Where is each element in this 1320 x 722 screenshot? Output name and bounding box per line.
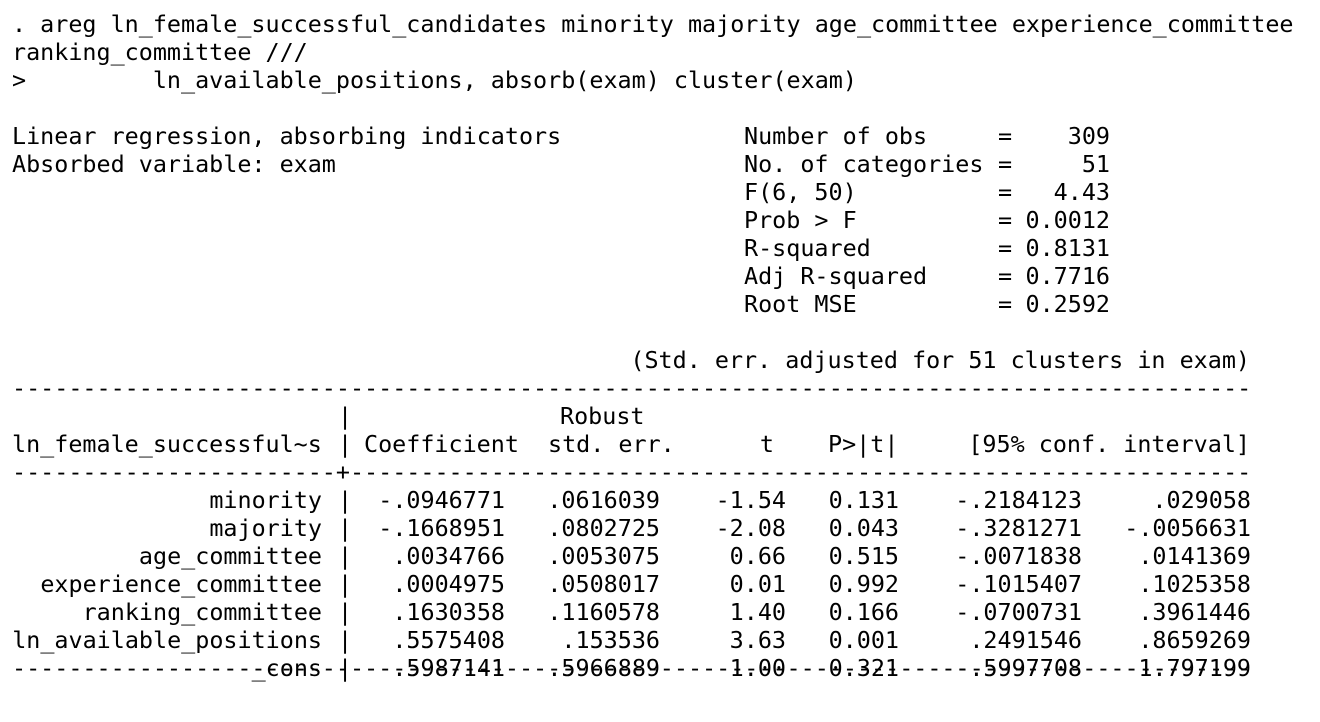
header-divider: | [338,430,353,458]
stat-equals: = [998,262,1013,290]
row-ci-upper: .029058 [1152,486,1251,514]
row-ci-lower: -.3281271 [955,514,1082,542]
stat-equals: = [998,178,1013,206]
table-top-rule: ----------------------------------------… [12,374,1252,402]
row-t-stat: 1.00 [729,654,786,682]
stat-equals: = [998,290,1013,318]
col-coefficient: Coefficient [364,430,519,458]
row-variable: ln_available_positions [12,626,322,654]
stat-value: 0.8131 [1025,234,1111,262]
model-title: Linear regression, absorbing indicators [12,122,562,150]
row-ci-upper: -.0056631 [1124,514,1251,542]
row-std-err: .0053075 [547,542,660,570]
robust-label: Robust [560,402,645,430]
row-p-value: 0.321 [828,654,899,682]
table-mid-rule: -----------------------+----------------… [12,458,1252,486]
row-variable: experience_committee [40,570,322,598]
row-std-err: .0616039 [547,486,660,514]
table-bottom-rule: ----------------------------------------… [12,654,1252,682]
stat-value: 0.7716 [1025,262,1111,290]
depvar-label: ln_female_successful~s [12,430,322,458]
row-variable: ranking_committee [82,598,322,626]
row-coefficient: .5987141 [392,654,505,682]
row-std-err: .0508017 [547,570,660,598]
row-p-value: 0.131 [828,486,899,514]
row-variable: minority [209,486,322,514]
row-coefficient: -.0946771 [378,486,505,514]
row-ci-lower: -.5997708 [955,654,1082,682]
row-coefficient: .0034766 [392,542,505,570]
row-std-err: .1160578 [547,598,660,626]
row-ci-lower: -.2184123 [955,486,1082,514]
row-ci-upper: .1025358 [1138,570,1251,598]
row-p-value: 0.166 [828,598,899,626]
command-line-3: > ln_available_positions, absorb(exam) c… [12,66,857,94]
stat-value: 4.43 [1053,178,1110,206]
col-t: t [759,430,774,458]
stat-label: No. of categories [744,150,984,178]
row-p-value: 0.043 [828,514,899,542]
row-t-stat: 0.01 [729,570,786,598]
stat-value: 51 [1081,150,1110,178]
row-t-stat: 1.40 [729,598,786,626]
row-divider: | [338,514,353,542]
row-coefficient: .5575408 [392,626,505,654]
row-p-value: 0.992 [828,570,899,598]
stat-equals: = [998,122,1013,150]
stat-equals: = [998,234,1013,262]
row-variable: age_committee [138,542,322,570]
row-ci-lower: -.1015407 [955,570,1082,598]
row-ci-lower: -.0071838 [955,542,1082,570]
row-ci-upper: 1.797199 [1138,654,1251,682]
stat-label: Adj R-squared [744,262,928,290]
row-p-value: 0.515 [828,542,899,570]
row-divider: | [338,598,353,626]
row-t-stat: 3.63 [729,626,786,654]
row-variable: _cons [251,654,322,682]
stat-label: Root MSE [744,290,857,318]
row-std-err: .153536 [561,626,660,654]
row-t-stat: 0.66 [729,542,786,570]
row-divider: | [338,570,353,598]
stat-label: R-squared [744,234,871,262]
row-variable: majority [209,514,322,542]
row-t-stat: -1.54 [715,486,786,514]
row-ci-lower: .2491546 [969,626,1082,654]
row-coefficient: .1630358 [392,598,505,626]
stat-value: 0.0012 [1025,206,1111,234]
row-divider: | [338,486,353,514]
row-coefficient: .0004975 [392,570,505,598]
row-divider: | [338,626,353,654]
stat-label: Number of obs [744,122,928,150]
row-std-err: .5966889 [547,654,660,682]
stat-label: Prob > F [744,206,857,234]
row-coefficient: -.1668951 [378,514,505,542]
row-divider: | [338,654,353,682]
row-t-stat: -2.08 [715,514,786,542]
stat-label: F(6, 50) [744,178,857,206]
command-line-1: . areg ln_female_successful_candidates m… [12,10,1294,38]
command-line-2: ranking_committee /// [12,38,308,66]
stat-value: 0.2592 [1025,290,1111,318]
row-std-err: .0802725 [547,514,660,542]
stat-equals: = [998,206,1013,234]
row-divider: | [338,542,353,570]
absorbed-variable: Absorbed variable: exam [12,150,336,178]
col-std-err: std. err. [548,430,675,458]
row-ci-lower: -.0700731 [955,598,1082,626]
header-divider: | [338,402,353,430]
row-p-value: 0.001 [828,626,899,654]
stat-equals: = [998,150,1013,178]
row-ci-upper: .8659269 [1138,626,1251,654]
std-err-note: (Std. err. adjusted for 51 clusters in e… [630,346,1250,374]
col-p-value: P>|t| [828,430,899,458]
col-conf-interval: [95% conf. interval] [968,430,1250,458]
stat-value: 309 [1067,122,1110,150]
row-ci-upper: .3961446 [1138,598,1251,626]
row-ci-upper: .0141369 [1138,542,1251,570]
